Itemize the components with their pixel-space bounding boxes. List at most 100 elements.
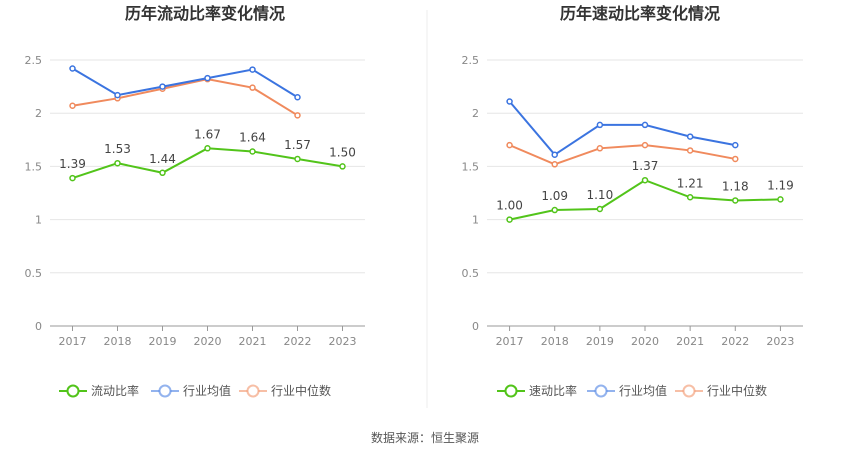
x-tick-label: 2017 — [496, 335, 524, 348]
data-label: 1.00 — [496, 199, 523, 213]
legend-label: 行业中位数 — [271, 383, 331, 398]
legend-marker — [682, 384, 696, 398]
legend-item[interactable]: 行业中位数 — [239, 383, 331, 398]
data-point — [69, 174, 76, 182]
y-tick-label: 1 — [35, 214, 42, 227]
y-tick-label: 2 — [472, 107, 479, 120]
legend-item[interactable]: 行业中位数 — [675, 383, 767, 398]
y-tick-label: 2.5 — [462, 54, 480, 67]
legend-item[interactable]: 流动比率 — [59, 383, 139, 398]
x-tick-label: 2018 — [104, 335, 132, 348]
x-tick-label: 2022 — [721, 335, 749, 348]
data-point — [641, 176, 649, 184]
data-point — [686, 194, 694, 201]
legend-marker — [504, 384, 518, 398]
y-tick-label: 2.5 — [25, 54, 43, 67]
x-tick-label: 2021 — [676, 335, 704, 348]
y-tick-label: 1.5 — [25, 160, 43, 173]
data-point — [294, 155, 301, 163]
data-point — [114, 91, 121, 99]
data-point — [159, 169, 166, 177]
data-point — [339, 163, 346, 170]
data-label: 1.37 — [632, 159, 659, 173]
data-label: 1.57 — [284, 138, 311, 152]
x-tick-label: 2020 — [631, 335, 659, 348]
y-tick-label: 0 — [35, 320, 42, 333]
x-tick-label: 2019 — [149, 335, 177, 348]
legend-label: 行业均值 — [183, 383, 231, 398]
data-point — [551, 161, 558, 168]
y-tick-label: 0 — [472, 320, 479, 333]
data-point — [69, 102, 76, 110]
data-label: 1.09 — [541, 189, 568, 203]
y-tick-label: 0.5 — [462, 267, 480, 280]
data-point — [249, 66, 256, 73]
data-point — [159, 83, 166, 90]
series-line — [508, 100, 736, 157]
data-label: 1.44 — [149, 152, 176, 166]
y-tick-label: 1 — [472, 214, 479, 227]
data-label: 1.50 — [329, 145, 356, 159]
data-point — [732, 197, 739, 204]
data-point — [204, 145, 211, 152]
legend-label: 行业中位数 — [707, 383, 767, 398]
data-point — [596, 205, 604, 213]
data-point — [294, 112, 301, 119]
data-label: 1.64 — [239, 131, 266, 145]
legend-item[interactable]: 速动比率 — [497, 383, 577, 398]
y-tick-label: 0.5 — [25, 267, 43, 280]
series-line — [72, 78, 299, 117]
legend-label: 行业均值 — [619, 383, 667, 398]
data-point — [641, 121, 649, 129]
legend-item[interactable]: 行业均值 — [151, 383, 231, 398]
data-point — [506, 216, 513, 223]
legend-marker — [66, 384, 80, 398]
legend-marker — [158, 384, 172, 398]
data-label: 1.53 — [104, 142, 131, 156]
data-label: 1.18 — [722, 179, 749, 193]
chart-2: 历年速动比率变化情况 0 0.5 1 1.5 2 2.5 2017 2018 2019 2020 20… — [462, 4, 803, 398]
series-line — [509, 144, 736, 166]
data-point — [114, 159, 121, 167]
legend-label: 速动比率 — [529, 383, 577, 398]
data-label: 1.39 — [59, 157, 86, 171]
data-point — [777, 196, 784, 203]
data-point — [506, 141, 513, 149]
data-point — [204, 74, 211, 82]
data-label: 1.19 — [767, 178, 794, 192]
legend-label: 流动比率 — [91, 383, 139, 398]
data-label: 1.10 — [586, 188, 613, 202]
x-tick-label: 2019 — [586, 335, 614, 348]
x-tick-label: 2022 — [284, 335, 312, 348]
data-point — [732, 141, 739, 149]
data-point — [551, 151, 558, 158]
legend-marker — [246, 384, 260, 398]
y-tick-label: 1.5 — [462, 160, 480, 173]
data-point — [249, 84, 256, 91]
legend-marker — [594, 384, 608, 398]
data-point — [732, 155, 739, 163]
data-point — [294, 93, 301, 101]
source-note: 数据来源：恒生聚源 — [371, 430, 479, 445]
x-tick-label: 2018 — [541, 335, 569, 348]
data-point — [506, 98, 513, 105]
data-point — [641, 141, 649, 149]
chart-title: 历年流动比率变化情况 — [125, 4, 285, 23]
data-point — [686, 133, 694, 140]
chart-1: 历年流动比率变化情况 0 0.5 1 1.5 2 2.5 2017 2018 2019 2020 20… — [25, 4, 365, 398]
chart-title: 历年速动比率变化情况 — [560, 4, 720, 23]
data-point — [249, 148, 256, 155]
y-tick-label: 2 — [35, 107, 42, 120]
data-point — [596, 145, 604, 152]
x-tick-label: 2020 — [194, 335, 222, 348]
data-point — [69, 65, 76, 72]
legend-item[interactable]: 行业均值 — [587, 383, 667, 398]
x-tick-label: 2017 — [59, 335, 87, 348]
data-label: 1.21 — [677, 176, 704, 190]
x-tick-label: 2023 — [329, 335, 357, 348]
data-point — [596, 121, 604, 129]
data-point — [686, 147, 694, 154]
data-label: 1.67 — [194, 127, 221, 141]
x-tick-label: 2023 — [766, 335, 794, 348]
